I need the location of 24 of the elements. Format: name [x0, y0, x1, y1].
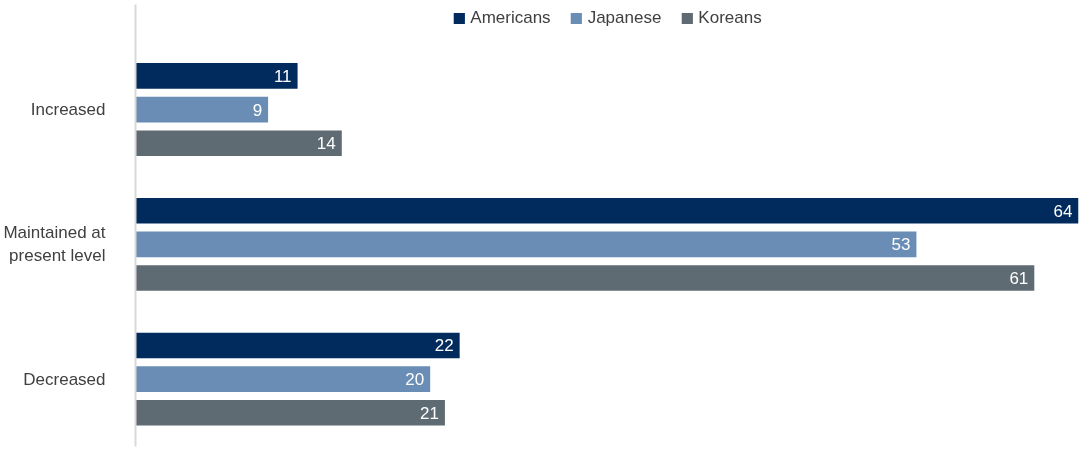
- legend-label: Japanese: [587, 8, 662, 28]
- data-label: 20: [405, 370, 425, 390]
- bar: [135, 366, 431, 392]
- legend-label: Koreans: [698, 8, 762, 28]
- data-label: 64: [1053, 201, 1073, 221]
- data-label: 9: [252, 100, 263, 120]
- legend-label: Americans: [470, 8, 551, 28]
- data-label: 14: [316, 134, 336, 154]
- bar: [135, 332, 460, 359]
- bar: [135, 63, 298, 89]
- data-label: 21: [420, 403, 439, 423]
- y-tick-label: Increased: [30, 100, 106, 120]
- bar: [135, 130, 342, 157]
- bar: [135, 96, 269, 123]
- bar: [135, 231, 917, 258]
- data-label: 11: [273, 66, 292, 86]
- data-label: 53: [891, 235, 911, 255]
- bar: [135, 400, 445, 426]
- data-label: 61: [1009, 269, 1029, 289]
- y-tick-label: Decreased: [23, 369, 106, 389]
- data-label: 22: [434, 336, 454, 356]
- bar: [135, 265, 1035, 291]
- y-tick-label: Maintained at present level: [3, 223, 106, 266]
- bar: [135, 197, 1079, 224]
